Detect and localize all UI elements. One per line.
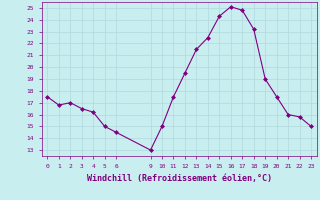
X-axis label: Windchill (Refroidissement éolien,°C): Windchill (Refroidissement éolien,°C)	[87, 174, 272, 183]
